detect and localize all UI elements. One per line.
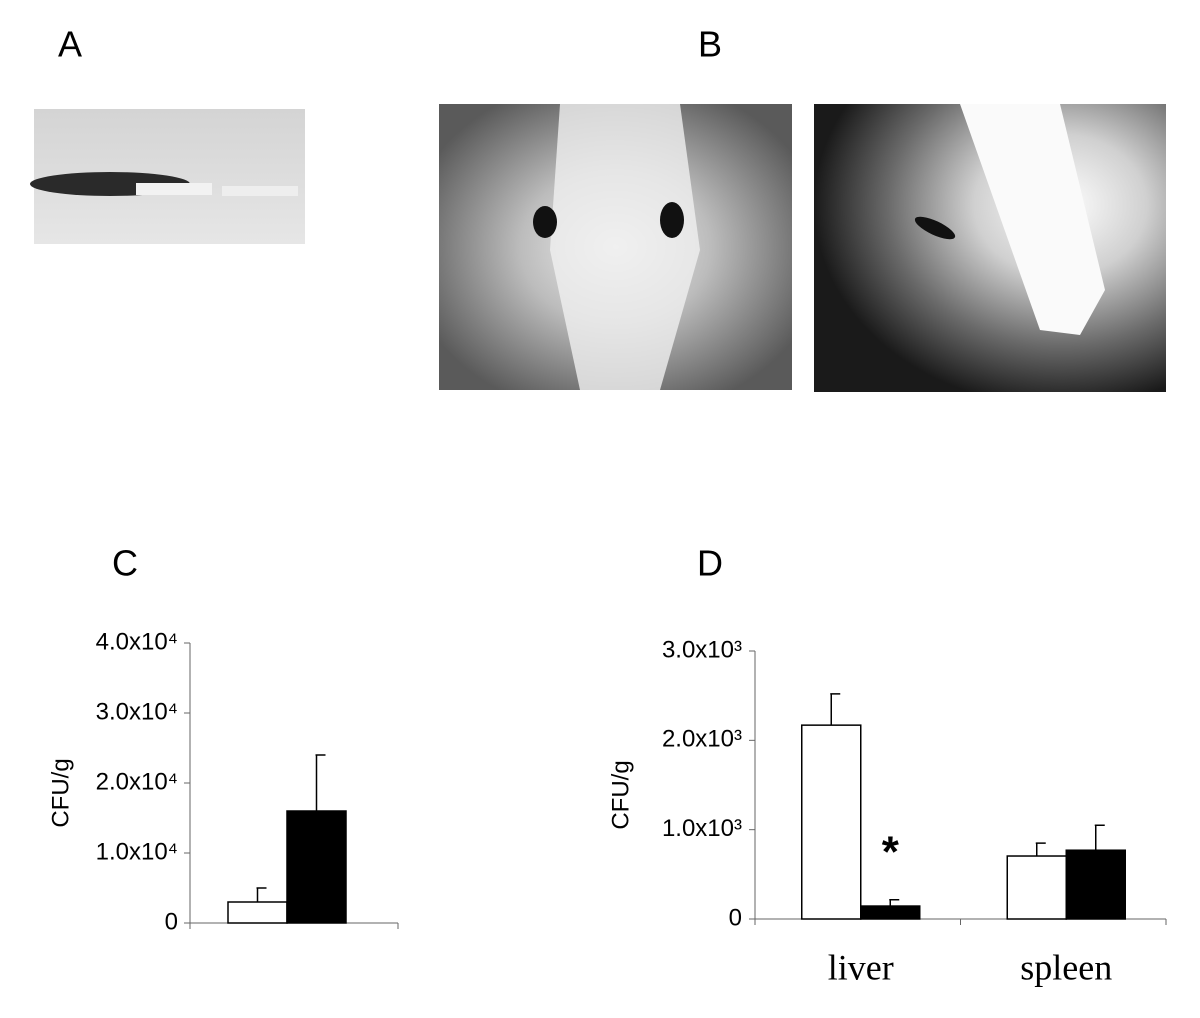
panel-label: C bbox=[112, 543, 138, 584]
y-tick-label: 0 bbox=[729, 904, 742, 931]
error-bar bbox=[315, 754, 326, 811]
error-bar bbox=[256, 887, 267, 902]
y-axis-label: CFU/g bbox=[47, 758, 74, 827]
bar bbox=[227, 901, 288, 924]
y-tick-label: 4.0x10⁴ bbox=[96, 628, 178, 655]
bar bbox=[1006, 855, 1067, 920]
error-bar bbox=[1035, 842, 1046, 857]
bar bbox=[860, 905, 921, 920]
panel-label: D bbox=[697, 543, 723, 584]
bar bbox=[801, 724, 862, 920]
y-tick-label: 1.0x10⁴ bbox=[96, 838, 178, 865]
y-tick-label: 0 bbox=[165, 908, 178, 935]
error-bar bbox=[1094, 824, 1105, 851]
annotation: * bbox=[882, 827, 900, 876]
error-bar bbox=[830, 693, 841, 726]
y-tick-label: 2.0x10³ bbox=[662, 726, 742, 753]
error-bar bbox=[889, 899, 900, 907]
panel-label: A bbox=[58, 24, 82, 65]
x-tick-label: spleen bbox=[1020, 947, 1112, 987]
panel-label: B bbox=[698, 24, 722, 65]
y-tick-label: 3.0x10⁴ bbox=[96, 698, 178, 725]
y-tick-label: 1.0x10³ bbox=[662, 815, 742, 842]
panel-b-image-right bbox=[814, 104, 1166, 392]
panel-b-image-left bbox=[439, 104, 792, 390]
x-tick-label: liver bbox=[828, 947, 894, 987]
y-tick-label: 3.0x10³ bbox=[662, 636, 742, 663]
bar bbox=[286, 810, 347, 924]
panel-a-image bbox=[30, 109, 305, 244]
bar bbox=[1065, 849, 1126, 920]
y-tick-label: 2.0x10⁴ bbox=[96, 768, 178, 795]
y-axis-label: CFU/g bbox=[607, 760, 634, 829]
